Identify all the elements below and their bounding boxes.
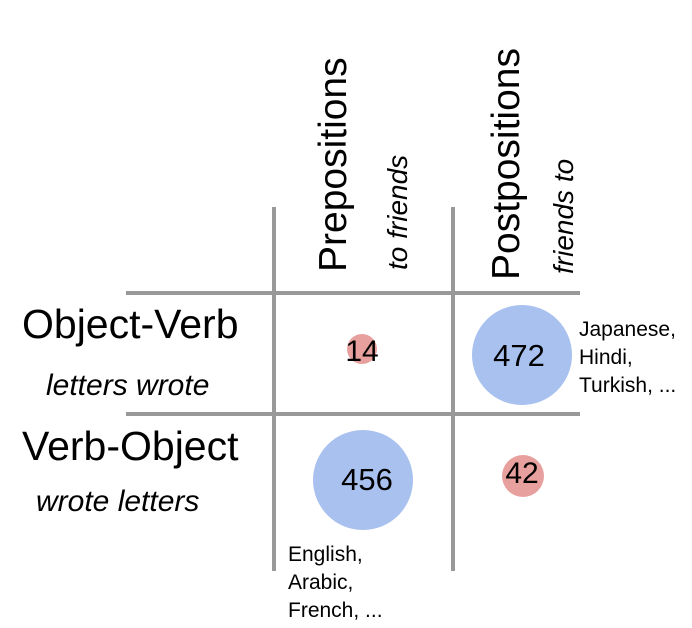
count-label-ov-prepositions: 14 (345, 335, 378, 368)
row-header-object-verb: Object-Verb (22, 301, 239, 347)
language-example: French, ... (288, 599, 383, 622)
language-example: Arabic, (288, 571, 353, 594)
language-example: Turkish, ... (579, 374, 676, 397)
language-example: Hindi, (579, 346, 633, 369)
count-bubble-ov-prepositions (347, 334, 377, 364)
count-label-vo-postpositions: 42 (505, 457, 538, 490)
column-header-prepositions: Prepositions (312, 57, 355, 272)
count-label-vo-prepositions: 456 (341, 462, 393, 497)
count-label-ov-postpositions: 472 (493, 338, 545, 373)
column-example-postpositions: friends to (548, 159, 579, 274)
column-header-postpositions: Postpositions (485, 48, 528, 280)
column-example-prepositions: to friends (382, 155, 413, 270)
row-example-object-verb: letters wrote (46, 369, 209, 402)
count-bubble-vo-prepositions (313, 430, 413, 530)
count-bubble-ov-postpositions (472, 305, 572, 405)
count-bubble-vo-postpositions (502, 455, 544, 497)
language-example: English, (288, 543, 363, 566)
language-example: Japanese, (579, 318, 676, 341)
row-header-verb-object: Verb-Object (22, 423, 239, 469)
row-example-verb-object: wrote letters (36, 485, 199, 518)
